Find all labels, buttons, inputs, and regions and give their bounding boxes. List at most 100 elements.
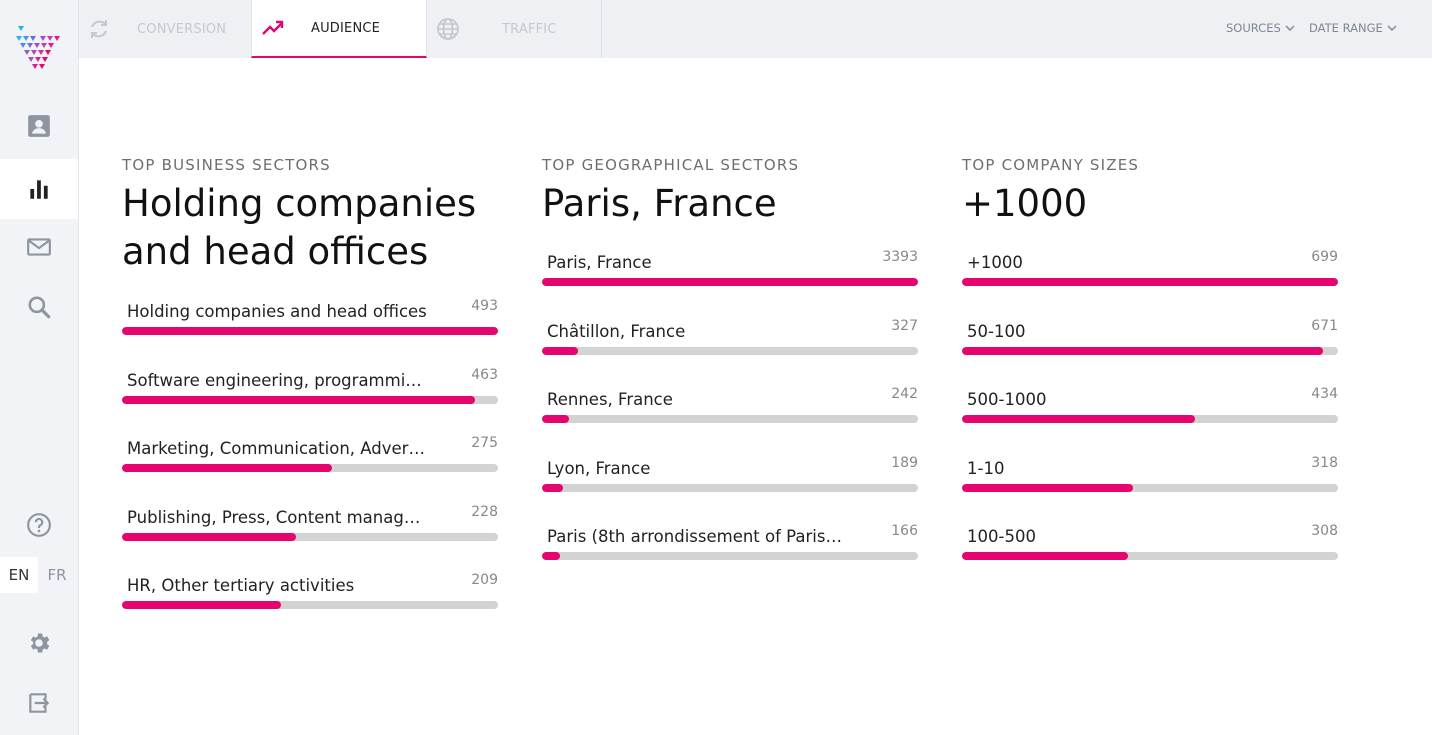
- row-count: 228: [471, 503, 498, 520]
- row-label: Holding companies and head offices: [127, 302, 427, 321]
- language-switcher: EN FR: [0, 557, 78, 593]
- row-count: 3393: [882, 249, 918, 265]
- sidebar-item-settings[interactable]: [0, 613, 78, 673]
- refresh-icon: [91, 20, 107, 38]
- progress-fill: [122, 601, 282, 610]
- language-en[interactable]: EN: [0, 557, 38, 593]
- company-sizes-headline: +1000: [962, 182, 1088, 225]
- progress-track: [962, 552, 1338, 561]
- sources-label: SOURCES: [1226, 21, 1281, 35]
- bar-chart-icon: [30, 180, 48, 199]
- row-label: HR, Other tertiary activities: [127, 576, 355, 596]
- business-headline-line1: Holding companies: [122, 182, 477, 225]
- tab-traffic[interactable]: TRAFFIC: [427, 0, 602, 58]
- progress-track: [962, 278, 1338, 286]
- progress-track: [122, 395, 498, 404]
- progress-track: [122, 601, 498, 610]
- tab-audience[interactable]: AUDIENCE: [251, 0, 427, 58]
- search-icon: [28, 296, 51, 319]
- row-count: 209: [471, 572, 498, 589]
- globe-icon: [437, 18, 459, 40]
- business-sectors-title: TOP BUSINESS SECTORS: [122, 156, 331, 174]
- date-range-dropdown[interactable]: DATE RANGE: [1309, 21, 1397, 35]
- row-count: 671: [1311, 317, 1338, 334]
- geo-sectors-panel: TOP GEOGRAPHICAL SECTORS Paris, France P…: [542, 156, 918, 561]
- tab-conversion-label: CONVERSION: [137, 21, 227, 37]
- progress-track: [122, 532, 498, 541]
- progress-track: [542, 415, 918, 424]
- language-fr[interactable]: FR: [47, 566, 67, 584]
- progress-track: [542, 346, 918, 355]
- progress-track: [122, 327, 498, 335]
- business-headline-line2: and head offices: [122, 230, 429, 273]
- contact-card-icon: [28, 115, 50, 137]
- progress-fill: [122, 532, 296, 541]
- sources-dropdown[interactable]: SOURCES: [1226, 21, 1295, 35]
- list-item: Holding companies and head offices 493: [122, 298, 498, 371]
- tab-conversion[interactable]: CONVERSION: [79, 0, 251, 58]
- row-label: Paris (8th arrondissement of Paris), Fr.…: [547, 527, 847, 547]
- list-item: Marketing, Communication, Advertisin... 2…: [122, 435, 498, 508]
- row-label: Paris, France: [547, 253, 652, 272]
- progress-fill: [542, 346, 579, 355]
- row-label: 500-1000: [967, 390, 1047, 410]
- progress-track: [962, 346, 1338, 355]
- progress-track: [542, 483, 918, 492]
- list-item: Software engineering, programming a... 46…: [122, 367, 498, 440]
- progress-fill: [962, 346, 1323, 355]
- progress-fill: [962, 483, 1134, 492]
- row-label: Publishing, Press, Content management: [127, 507, 427, 527]
- row-count: 327: [891, 317, 918, 334]
- company-sizes-panel: TOP COMPANY SIZES +1000 +1000 699 50-100 67…: [962, 156, 1338, 561]
- row-count: 434: [1311, 386, 1338, 403]
- list-item: +1000 699: [962, 249, 1338, 322]
- list-item: HR, Other tertiary activities 209: [122, 572, 498, 645]
- row-count: 166: [891, 523, 918, 540]
- sidebar-item-help[interactable]: [0, 495, 78, 555]
- row-count: 463: [471, 366, 498, 383]
- list-item: Rennes, France 242: [542, 386, 918, 459]
- tab-audience-label: AUDIENCE: [311, 20, 381, 36]
- sidebar-item-audience[interactable]: [0, 159, 78, 219]
- progress-track: [962, 415, 1338, 424]
- list-item: 100-500 308: [962, 523, 1338, 596]
- top-navigation: CONVERSION AUDIENCE TRAFFIC SOURCES DATE…: [79, 0, 1432, 58]
- row-count: 699: [1311, 249, 1338, 265]
- sidebar: EN FR: [0, 0, 79, 735]
- list-item: 500-1000 434: [962, 386, 1338, 459]
- geo-sectors-title: TOP GEOGRAPHICAL SECTORS: [542, 156, 800, 174]
- logout-icon: [29, 693, 50, 713]
- progress-fill: [962, 415, 1196, 424]
- progress-fill: [962, 552, 1128, 561]
- progress-fill: [542, 483, 563, 492]
- row-label: Software engineering, programming a...: [127, 370, 427, 390]
- company-sizes-list: +1000 699 50-100 671 500-1000 434 1-10 318 100-5…: [962, 249, 1338, 596]
- row-label: Châtillon, France: [547, 321, 686, 341]
- row-count: 242: [891, 386, 918, 403]
- progress-fill: [542, 552, 561, 561]
- row-count: 308: [1311, 523, 1338, 540]
- company-sizes-title: TOP COMPANY SIZES: [962, 156, 1140, 174]
- trending-up-icon: [262, 20, 284, 35]
- row-label: 1-10: [967, 458, 1005, 478]
- progress-fill: [122, 327, 498, 335]
- row-label: 50-100: [967, 321, 1026, 341]
- sidebar-item-messages[interactable]: [0, 217, 78, 277]
- row-label: Lyon, France: [547, 458, 651, 478]
- chevron-down-icon: [1387, 25, 1397, 31]
- list-item: 1-10 318: [962, 455, 1338, 528]
- row-count: 493: [471, 298, 498, 314]
- geo-sectors-list: Paris, France 3393 Châtillon, France 327 Ren…: [542, 249, 918, 596]
- progress-fill: [542, 278, 918, 286]
- progress-track: [962, 483, 1338, 492]
- progress-fill: [542, 415, 569, 424]
- sidebar-item-contacts[interactable]: [0, 96, 78, 156]
- list-item: Paris, France 3393: [542, 249, 918, 322]
- row-label: 100-500: [967, 527, 1036, 547]
- mail-icon: [27, 238, 51, 256]
- row-count: 189: [891, 454, 918, 471]
- brand-logo-icon[interactable]: [14, 22, 62, 72]
- chevron-down-icon: [1285, 25, 1295, 31]
- sidebar-item-logout[interactable]: [0, 673, 78, 733]
- sidebar-item-search[interactable]: [0, 277, 78, 337]
